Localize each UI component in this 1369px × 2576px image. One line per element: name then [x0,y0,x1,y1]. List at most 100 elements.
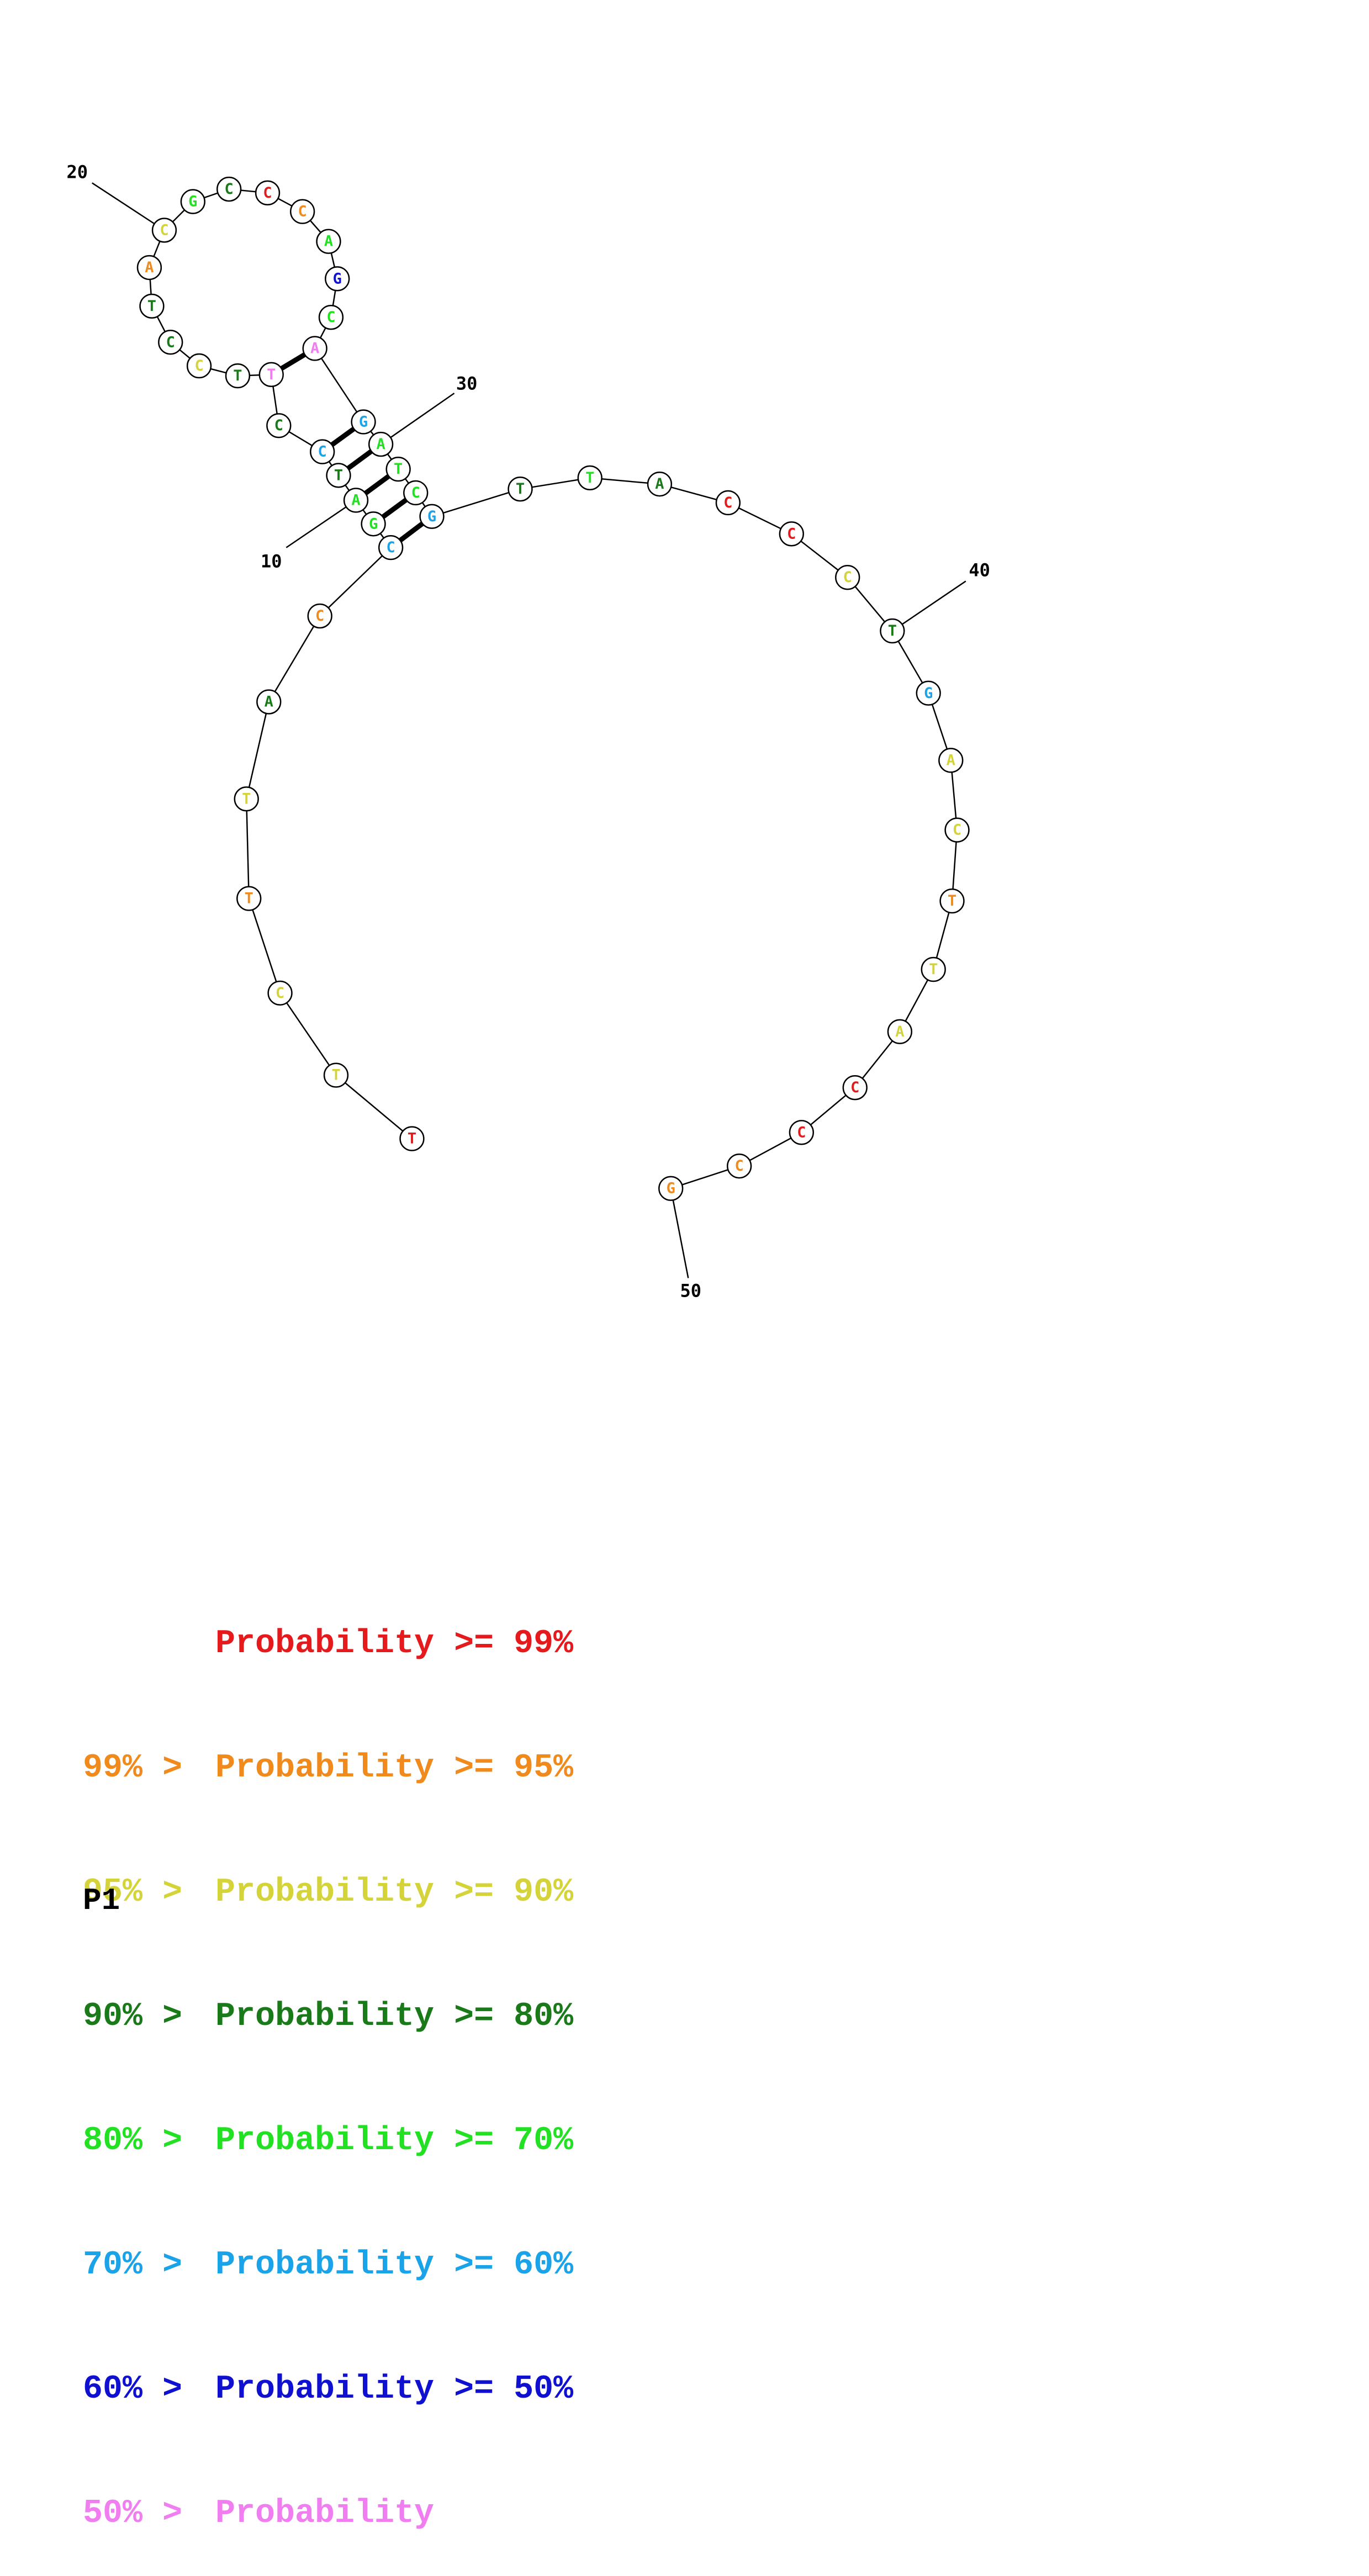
position-ticks: 10 20 30 40 50 [66,161,990,1301]
nucleotide-circle [842,1075,868,1101]
legend-suffix: >= 99% [454,1625,574,1663]
nucleotide: A [316,229,341,254]
nucleotide-circle [351,409,376,435]
nucleotide: G [419,504,445,529]
legend-suffix: >= 95% [454,1749,574,1787]
position-tick [892,580,966,632]
nucleotide-circle [258,362,284,388]
nucleotide-circle [266,413,292,438]
nucleotide-circle [255,180,281,205]
nucleotide-letter: T [394,461,403,478]
nucleotide-letter: T [147,298,156,315]
nucleotide-circle [658,1176,684,1201]
nucleotide-letter: C [723,494,732,511]
nucleotide-letter: A [376,436,385,453]
nucleotide-letter: C [160,221,168,239]
legend-prefix: 90% > [83,1998,183,2035]
legend-prefix: 99% > [83,1749,183,1787]
nucleotide: T [577,465,602,491]
nucleotide-letter: T [233,367,242,384]
position-label: 30 [456,373,478,394]
backbone-link [335,1075,413,1140]
nucleotide-circle [938,748,964,773]
nucleotide: G [325,266,350,292]
nucleotide-letter: C [194,357,203,374]
nucleotide: C [727,1153,752,1179]
nucleotide: G [361,511,386,537]
nucleotide-circle [887,1019,913,1044]
nucleotide-letter: T [245,890,253,907]
nucleotide: C [835,565,860,590]
legend-row: 95% > Probability >= 90% [83,1872,573,1913]
legend-row: 90% > Probability >= 80% [83,1996,573,2038]
nucleotide: C [318,305,344,330]
nucleotide-circle [158,330,183,355]
nucleotide: T [323,1062,349,1088]
nucleotide-circle [647,472,673,497]
nucleotide: C [266,413,292,438]
nucleotide: T [921,956,946,982]
nucleotide-letter: C [843,569,852,586]
position-tick [380,393,455,445]
nucleotide: T [139,293,165,319]
legend-label: Probability [215,2495,435,2532]
nucleotide: C [267,980,293,1006]
nucleotide-letter: A [351,491,360,509]
legend-row: 60% > Probability >= 50% [83,2369,573,2410]
nucleotide-circle [151,218,177,243]
nucleotide-letter: G [924,685,933,702]
nucleotide-circle [378,535,404,560]
legend-label: Probability [215,1749,435,1787]
nucleotide: T [939,888,965,914]
nucleotide: C [715,490,741,516]
nucleotide-letter: C [326,309,335,326]
legend-label: Probability [215,1874,435,1911]
position-label: 20 [66,161,88,182]
nucleotide-letter: T [888,622,897,639]
position-label: 50 [680,1280,702,1301]
nucleotide-letter: T [408,1130,416,1147]
legend-prefix: 60% > [83,2371,183,2408]
nucleotide-circle [368,431,394,457]
legend-row: 50% > Probability [83,2493,573,2535]
nucleotide-circle [256,689,282,715]
nucleotide-circle [216,176,242,202]
backbone-link [246,701,270,800]
nucleotide-letter: C [166,334,175,351]
backbone-link [314,348,364,422]
base-pair-bonds [269,346,434,550]
nucleotide: A [136,255,162,281]
nucleotide-letter: G [333,270,342,287]
nucleotide-letter: T [585,469,594,486]
nucleotide-circle [318,305,344,330]
probability-legend: Probability >= 99% 99% > Probability >= 9… [83,1541,573,2576]
legend-suffix: >= 50% [454,2371,574,2408]
nucleotide: C [842,1075,868,1101]
nucleotide-letter: C [274,417,283,434]
nucleotide: A [938,748,964,773]
legend-row: 70% > Probability >= 60% [83,2245,573,2286]
nucleotide-circle [307,603,332,629]
nucleotide-letter: T [331,1067,340,1084]
nucleotide: C [789,1120,815,1145]
nucleotide-letter: G [667,1180,675,1197]
nucleotide-letter: C [298,203,307,220]
backbone-link [245,798,250,899]
nucleotide-letter: A [895,1023,904,1040]
nucleotide-circle [419,504,445,529]
nucleotide-circle [835,565,860,590]
nucleotide-circle [880,618,905,644]
nucleotide-letter: G [359,413,368,430]
nucleotide: A [368,431,394,457]
nucleotide: C [307,603,332,629]
nucleotide: C [216,176,242,202]
legend-suffix: >= 60% [454,2246,574,2284]
backbone [149,188,958,1189]
nucleotide-letter: C [318,443,327,461]
nucleotide-letter: G [369,515,378,532]
nucleotide: C [255,180,281,205]
legend-suffix: >= 80% [454,1998,574,2035]
legend-label: Probability [215,2246,435,2284]
nucleotide: A [302,336,327,361]
